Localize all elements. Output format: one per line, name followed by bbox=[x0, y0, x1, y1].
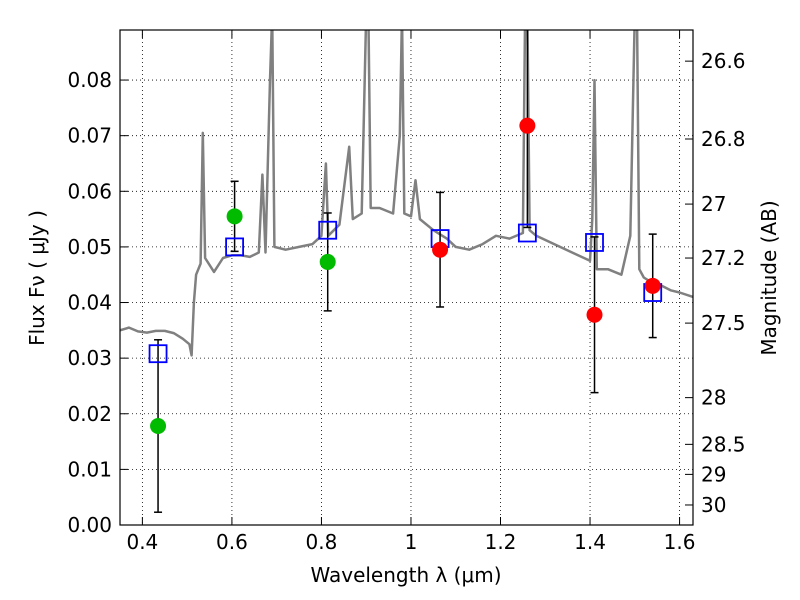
x-tick-label: 0.6 bbox=[216, 530, 248, 554]
right-axis-title: Magnitude (AB) bbox=[757, 200, 781, 355]
grid bbox=[120, 30, 693, 525]
y-tick-label: 0.06 bbox=[67, 179, 112, 203]
red-data-point bbox=[586, 306, 603, 323]
green-data-point bbox=[319, 253, 336, 270]
model-photometry-square bbox=[318, 220, 338, 240]
model-photometry-square bbox=[517, 223, 537, 243]
x-tick-label: 1.4 bbox=[574, 530, 606, 554]
x-tick-label: 1.2 bbox=[485, 530, 517, 554]
model-photometry-square bbox=[585, 233, 604, 252]
x-tick-label: 0.8 bbox=[306, 530, 338, 554]
model-photometry-square bbox=[148, 344, 168, 364]
right-tick-label: 26.6 bbox=[701, 49, 746, 73]
y-tick-label: 0.02 bbox=[67, 402, 112, 426]
red-data-point bbox=[644, 277, 661, 294]
right-tick-label: 30 bbox=[701, 493, 726, 517]
ticks-layer bbox=[120, 30, 693, 526]
spectrum-layer bbox=[120, 30, 693, 357]
right-tick-label: 28 bbox=[701, 386, 726, 410]
x-axis-title: Wavelength λ (μm) bbox=[310, 563, 501, 587]
y-tick-label: 0.00 bbox=[67, 513, 112, 537]
markers-layer bbox=[148, 30, 663, 513]
red-data-point bbox=[519, 117, 536, 134]
plot-background bbox=[120, 30, 693, 525]
labels-layer: 0.4 0.6 0.8 1 1.2 1.4 1.6 0.00 0.01 0.02 0.03 0.04 0… bbox=[67, 49, 745, 554]
right-tick-label: 29 bbox=[701, 462, 726, 486]
right-tick-label: 26.8 bbox=[701, 127, 746, 151]
model-spectrum-line bbox=[120, 30, 693, 357]
right-tick-label: 28.5 bbox=[701, 432, 746, 456]
green-data-point bbox=[150, 418, 167, 434]
right-tick-label: 27.5 bbox=[701, 311, 746, 335]
model-photometry-square bbox=[225, 237, 245, 257]
x-tick-label: 1.6 bbox=[664, 530, 696, 554]
x-tick-label: 1 bbox=[405, 530, 418, 554]
right-tick-label: 27 bbox=[701, 192, 726, 216]
y-tick-label: 0.08 bbox=[67, 68, 112, 92]
plot-frame bbox=[119, 29, 694, 526]
right-tick-label: 27.2 bbox=[701, 246, 746, 270]
y-tick-label: 0.07 bbox=[67, 124, 112, 148]
y-tick-label: 0.03 bbox=[67, 346, 112, 370]
y-tick-label: 0.04 bbox=[67, 291, 112, 315]
y-axis-title: Flux Fν ( μJy ) bbox=[25, 210, 49, 346]
red-data-point bbox=[432, 241, 449, 258]
x-tick-label: 0.4 bbox=[126, 530, 158, 554]
y-tick-label: 0.01 bbox=[67, 457, 112, 481]
green-data-point bbox=[226, 208, 243, 225]
y-tick-label: 0.05 bbox=[67, 235, 112, 259]
